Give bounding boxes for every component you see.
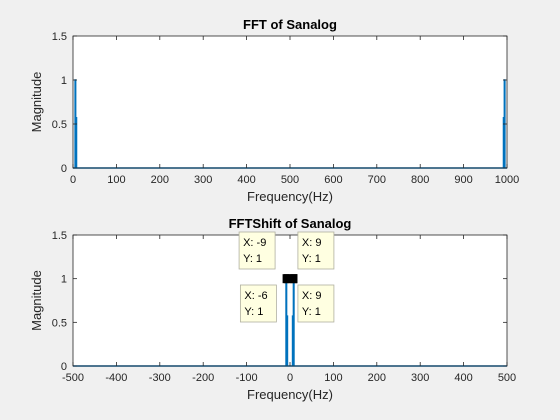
- datatip-y: Y: 1: [302, 306, 321, 318]
- y-tick-label: 0.5: [52, 119, 67, 131]
- datatip-y: Y: 1: [244, 306, 263, 318]
- y-axis-label: Magnitude: [29, 270, 44, 331]
- y-tick-label: 0: [61, 163, 67, 175]
- x-tick-label: 300: [194, 174, 212, 186]
- y-tick-label: 1: [61, 274, 67, 286]
- datatip-marker[interactable]: [290, 274, 298, 284]
- x-tick-label: -300: [149, 372, 171, 384]
- x-tick-label: 800: [411, 174, 429, 186]
- datatip-y: Y: 1: [243, 253, 262, 265]
- plot-area: [73, 235, 507, 366]
- x-tick-label: 1000: [495, 174, 519, 186]
- x-tick-label: -100: [236, 372, 258, 384]
- datatip[interactable]: X: 9 Y: 1: [297, 284, 335, 323]
- datatip-box: [297, 284, 335, 323]
- chart-title: FFTShift of Sanalog: [229, 216, 352, 231]
- x-tick-label: 400: [237, 174, 255, 186]
- y-tick-label: 0: [61, 361, 67, 373]
- datatip[interactable]: X: -9 Y: 1: [238, 231, 276, 270]
- x-axis-label: Frequency(Hz): [247, 189, 333, 204]
- plot-area: [73, 36, 507, 168]
- datatip-box: [239, 284, 277, 323]
- x-tick-label: -200: [192, 372, 214, 384]
- x-tick-label: -400: [105, 372, 127, 384]
- x-tick-label: 0: [70, 174, 76, 186]
- datatip[interactable]: X: 9 Y: 1: [297, 231, 335, 270]
- chart-title: FFT of Sanalog: [243, 17, 337, 32]
- x-tick-label: 400: [454, 372, 472, 384]
- x-tick-label: 700: [368, 174, 386, 186]
- x-tick-label: 100: [324, 372, 342, 384]
- datatip-x: X: -6: [244, 290, 267, 302]
- datatip-marker[interactable]: [283, 274, 291, 284]
- datatip[interactable]: X: -6 Y: 1: [239, 284, 277, 323]
- x-tick-label: 300: [411, 372, 429, 384]
- y-tick-label: 1.5: [52, 31, 67, 43]
- x-tick-label: 500: [498, 372, 516, 384]
- x-tick-label: 0: [287, 372, 293, 384]
- datatip-x: X: -9: [243, 237, 266, 249]
- datatip-box: [238, 231, 276, 270]
- y-axis-label: Magnitude: [29, 72, 44, 133]
- x-tick-label: 200: [368, 372, 386, 384]
- datatip-x: X: 9: [302, 237, 322, 249]
- datatip-box: [297, 231, 335, 270]
- x-tick-label: 100: [107, 174, 125, 186]
- chart-1: 0 100 200 300 400 500 600 700 800 900 1000 0 0.5 1 1.5…: [29, 17, 519, 204]
- x-tick-label: 200: [151, 174, 169, 186]
- datatip-y: Y: 1: [302, 253, 321, 265]
- x-tick-label: -500: [62, 372, 84, 384]
- y-tick-label: 0.5: [52, 317, 67, 329]
- y-tick-label: 1.5: [52, 230, 67, 242]
- x-tick-label: 600: [324, 174, 342, 186]
- x-tick-label: 900: [454, 174, 472, 186]
- x-tick-label: 500: [281, 174, 299, 186]
- chart-2: -500 -400 -300 -200 -100 0 100 200 300 400 500 0 0.5…: [29, 216, 516, 402]
- x-axis-label: Frequency(Hz): [247, 387, 333, 402]
- datatip-x: X: 9: [302, 290, 322, 302]
- y-tick-label: 1: [61, 75, 67, 87]
